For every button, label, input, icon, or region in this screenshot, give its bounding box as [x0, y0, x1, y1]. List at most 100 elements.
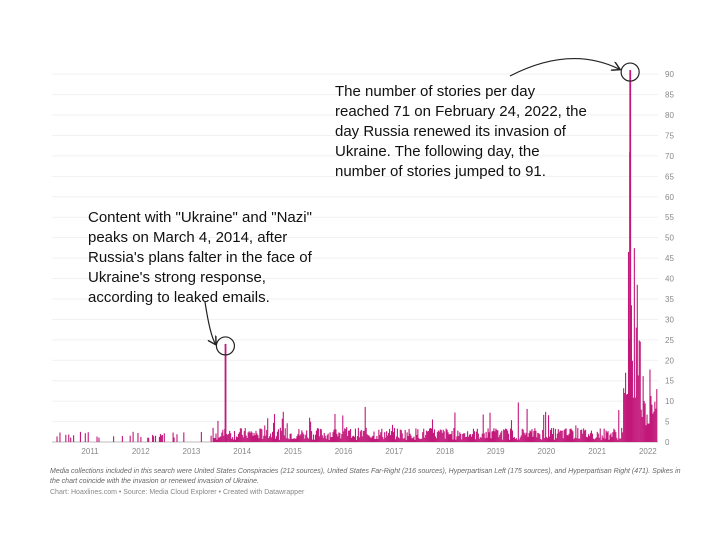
bar: [465, 436, 467, 442]
bar: [365, 427, 367, 442]
bar: [430, 428, 433, 442]
bar: [634, 397, 636, 442]
bar: [433, 429, 435, 442]
bar: [600, 439, 602, 442]
bar: [555, 438, 557, 442]
bar: [378, 429, 380, 442]
bar: [429, 428, 432, 442]
bar: [367, 435, 369, 442]
bar: [538, 433, 540, 442]
bar: [281, 418, 283, 442]
bar: [241, 434, 243, 442]
grid-layer: [52, 73, 658, 443]
bar: [654, 401, 656, 442]
bar: [440, 430, 442, 442]
bar: [216, 439, 218, 442]
bar: [426, 430, 428, 442]
bar: [417, 429, 419, 442]
bar: [159, 434, 161, 442]
bar: [381, 428, 383, 442]
bar: [519, 437, 521, 442]
bar: [280, 430, 282, 442]
bar: [183, 432, 185, 442]
bar: [395, 436, 397, 442]
bar: [334, 413, 336, 442]
bar: [546, 436, 548, 442]
bar: [579, 438, 581, 442]
bar: [536, 437, 538, 442]
bar: [652, 413, 654, 442]
bar: [331, 437, 333, 442]
bar: [561, 430, 563, 442]
bar: [533, 430, 535, 442]
bar: [466, 436, 468, 442]
bar: [263, 435, 265, 442]
bar: [358, 437, 360, 442]
y-tick-label: 55: [665, 213, 674, 222]
bar: [350, 429, 352, 442]
bar: [154, 435, 157, 442]
bar: [73, 435, 75, 442]
bar: [212, 427, 214, 442]
bar: [232, 437, 234, 442]
bar: [471, 434, 474, 442]
bar: [65, 434, 67, 442]
bar: [479, 437, 481, 442]
bar: [389, 428, 391, 442]
bar: [250, 431, 252, 442]
bar: [508, 433, 510, 442]
y-tick-label: 35: [665, 295, 674, 304]
bar: [275, 436, 278, 442]
bar: [300, 434, 302, 442]
bar: [217, 420, 219, 442]
bar: [316, 428, 318, 442]
bar: [312, 434, 315, 442]
bar: [547, 415, 550, 442]
bar: [464, 433, 466, 442]
bar: [498, 437, 500, 442]
bar: [377, 438, 379, 442]
bar: [589, 433, 592, 442]
bar: [357, 427, 359, 442]
bar: [511, 430, 514, 442]
bar: [354, 428, 357, 442]
bar: [639, 341, 641, 442]
bar: [492, 430, 494, 442]
bar: [556, 433, 558, 442]
bar: [543, 414, 545, 442]
bar: [530, 431, 532, 442]
bar: [568, 433, 570, 442]
bar: [642, 376, 644, 442]
bar: [376, 435, 378, 442]
x-tick-label: 2014: [233, 447, 251, 456]
bar: [640, 409, 642, 442]
y-tick-label: 45: [665, 254, 674, 263]
bar: [372, 435, 374, 442]
bar: [362, 430, 364, 442]
bar: [558, 432, 560, 442]
bar: [294, 438, 296, 442]
bar: [422, 432, 424, 442]
bar: [609, 434, 611, 442]
bar: [631, 360, 633, 442]
bar: [394, 439, 396, 442]
bar: [509, 428, 512, 442]
bar: [520, 435, 522, 442]
bar: [584, 430, 586, 442]
bar: [647, 423, 649, 442]
bar: [437, 430, 439, 442]
bar: [457, 430, 459, 442]
y-tick-label: 50: [665, 234, 674, 243]
x-tick-label: 2022: [639, 447, 657, 456]
bar: [233, 431, 236, 442]
bar: [482, 414, 484, 442]
bar: [352, 435, 355, 442]
bar: [484, 438, 486, 442]
bar: [478, 438, 480, 442]
bar: [490, 438, 492, 442]
bar: [573, 439, 575, 442]
bar: [311, 431, 313, 442]
bar: [414, 439, 416, 442]
bar: [574, 437, 576, 442]
bar: [585, 429, 587, 442]
